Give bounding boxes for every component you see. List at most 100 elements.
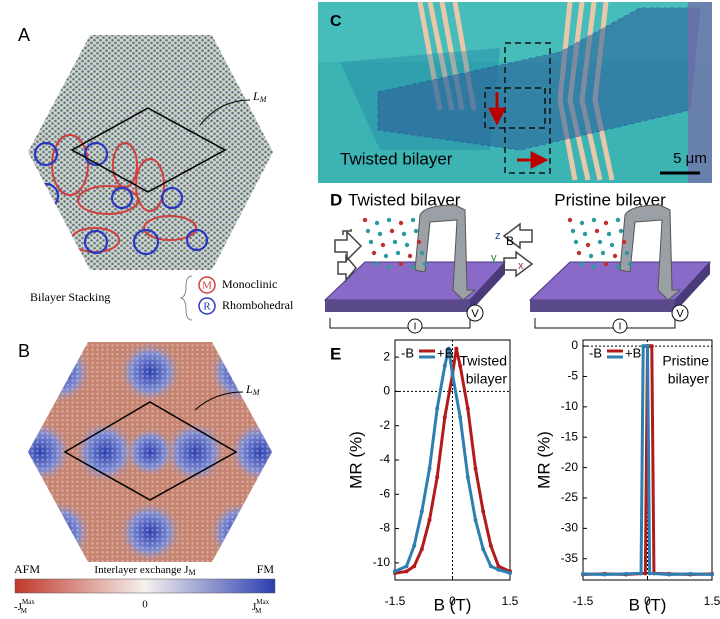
atom [600, 250, 606, 256]
y-tick-label: -20 [561, 460, 579, 474]
r-marker [198, 297, 216, 315]
atom [422, 261, 428, 267]
atom [567, 217, 573, 223]
point [419, 547, 424, 552]
y-tick-label: -25 [561, 490, 579, 504]
tip [619, 204, 682, 301]
m-marker [198, 276, 216, 294]
y-tick-label: -35 [561, 551, 579, 565]
sup: Max [256, 598, 269, 606]
panel-c: C Twisted bilayer 5 μm [318, 1, 712, 183]
x-tick-label: 1.5 [704, 594, 720, 608]
y-tick-label: -10 [373, 555, 391, 569]
point [412, 564, 417, 569]
legend-right: +B [437, 345, 453, 360]
point [435, 475, 440, 480]
point [427, 518, 432, 522]
atom [389, 228, 395, 234]
circuit [534, 318, 676, 329]
y-tick-label: -6 [379, 486, 390, 500]
stacking-domains [32, 134, 209, 256]
point [427, 466, 432, 471]
x-axis-label: B (T) [434, 595, 472, 614]
point [688, 571, 693, 576]
substrate-side [325, 300, 470, 312]
point [710, 572, 714, 577]
legend-title: Bilayer Stacking [30, 290, 110, 304]
point [639, 571, 644, 576]
atom [579, 261, 585, 267]
circuit [329, 318, 471, 329]
point [643, 571, 648, 576]
voltmeter [671, 304, 689, 322]
voltmeter [466, 304, 484, 322]
point [435, 406, 440, 411]
point [393, 569, 397, 574]
atom [603, 261, 609, 267]
legend-left: -B [401, 345, 414, 360]
atom [591, 264, 597, 270]
title: Interlayer exchange J [94, 564, 189, 576]
lm: L [252, 89, 260, 103]
twisted-title: Twisted bilayer [348, 190, 461, 209]
device-pristine: IV [528, 204, 712, 334]
atom [603, 220, 609, 226]
pristine-title: Pristine bilayer [554, 190, 666, 209]
atom [407, 253, 413, 259]
atom [615, 217, 621, 223]
m-symbol: M [202, 280, 212, 292]
atom [606, 231, 612, 237]
atom [374, 261, 380, 267]
lm-label: LM [252, 89, 268, 104]
point [624, 571, 628, 576]
point [481, 547, 486, 552]
y-tick-label: 2 [383, 349, 390, 363]
atom [416, 239, 422, 245]
panel-label: B [18, 341, 30, 361]
x-tick-label: 0 [449, 594, 456, 608]
atom [612, 253, 618, 259]
point [496, 564, 501, 569]
y-tick-label: -4 [379, 452, 390, 466]
j: -J [14, 601, 23, 613]
device-twisted: IV [323, 204, 507, 334]
annotation: Pristine [662, 353, 709, 369]
ammeter [407, 318, 423, 334]
point [450, 372, 455, 377]
lm: L [245, 382, 253, 396]
atom [380, 242, 386, 248]
atom [404, 242, 410, 248]
atom [624, 250, 630, 256]
y-axis-label: MR (%) [534, 431, 553, 489]
point [404, 569, 409, 574]
voltmeter-symbol: V [676, 308, 684, 320]
substrate-edge [675, 262, 710, 312]
atom [609, 242, 615, 248]
atom [371, 250, 377, 256]
point [481, 509, 486, 514]
sub: M [255, 607, 262, 615]
y-tick-label: -15 [561, 429, 579, 443]
caption: Twisted bilayer [340, 149, 453, 168]
point [649, 344, 654, 349]
lattice [28, 35, 273, 270]
y-axis-label: MR (%) [346, 431, 365, 489]
annotation: bilayer [466, 371, 508, 387]
r-text: Rhombohedral [222, 298, 294, 312]
ammeter [612, 318, 628, 334]
atom [368, 239, 374, 245]
panel-label: E [330, 344, 341, 363]
panel-label: D [330, 190, 342, 209]
atom [588, 253, 594, 259]
atom [398, 220, 404, 226]
point [419, 509, 424, 514]
panel-d: D Twisted bilayer Pristine bilayer IV IV… [323, 190, 712, 334]
atom [585, 242, 591, 248]
legend-right: +B [625, 345, 641, 360]
series-line [394, 348, 511, 575]
axis-y: y [491, 252, 497, 264]
point [458, 415, 463, 420]
afm-label: AFM [14, 562, 40, 576]
sub: M [21, 607, 28, 615]
